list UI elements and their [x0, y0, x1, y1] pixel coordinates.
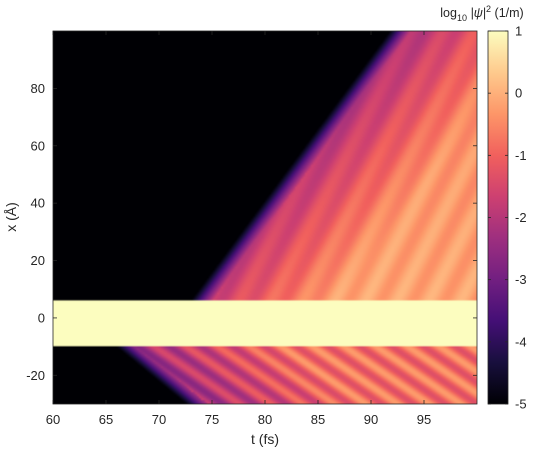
colorbar: 10-1-2-3-4-5 log10 |ψ|2 (1/m)	[440, 4, 526, 412]
colorbar-tick-label: -4	[515, 334, 527, 349]
x-tick-label: 60	[46, 412, 60, 427]
y-tick-label: 0	[38, 310, 45, 325]
y-axis-label: x (Å)	[3, 202, 19, 232]
y-tick-label: 40	[31, 196, 45, 211]
x-tick-label: 75	[205, 412, 219, 427]
colorbar-title-unit: (1/m)	[491, 6, 524, 20]
colorbar-tick-label: 0	[515, 86, 522, 101]
colorbar-title: log10 |ψ|2 (1/m)	[440, 4, 523, 23]
y-tick-label: 80	[31, 81, 45, 96]
colorbar-gradient	[488, 31, 508, 404]
x-tick-label: 80	[258, 412, 272, 427]
x-tick-label: 85	[311, 412, 325, 427]
x-axis-ticks: 60 65 70 75 80 85 90 95	[46, 31, 431, 427]
x-tick-label: 95	[417, 412, 431, 427]
y-tick-label: 20	[31, 253, 45, 268]
heatmap-image	[53, 31, 477, 404]
colorbar-tick-label: -3	[515, 272, 527, 287]
x-tick-label: 70	[152, 412, 166, 427]
colorbar-title-body: |ψ|	[467, 6, 486, 20]
y-tick-label: 60	[31, 138, 45, 153]
y-axis-ticks: -20 0 20 40 60 80	[26, 81, 477, 383]
colorbar-tick-label: -1	[515, 148, 527, 163]
x-tick-label: 90	[364, 412, 378, 427]
colorbar-title-sup: 2	[486, 4, 491, 14]
heatmap-plot-area	[52, 30, 478, 405]
colorbar-title-sub: 10	[457, 13, 467, 23]
colorbar-tick-label: 1	[515, 24, 522, 39]
colorbar-ticks: 1 0 -1 -2 -3 -4 -5	[488, 24, 527, 412]
y-tick-label: -20	[26, 368, 45, 383]
colorbar-tick-label: -5	[515, 397, 527, 412]
colorbar-title-log: log	[440, 6, 457, 20]
x-tick-label: 65	[99, 412, 113, 427]
x-axis-label: t (fs)	[251, 431, 279, 447]
colorbar-tick-label: -2	[515, 210, 527, 225]
